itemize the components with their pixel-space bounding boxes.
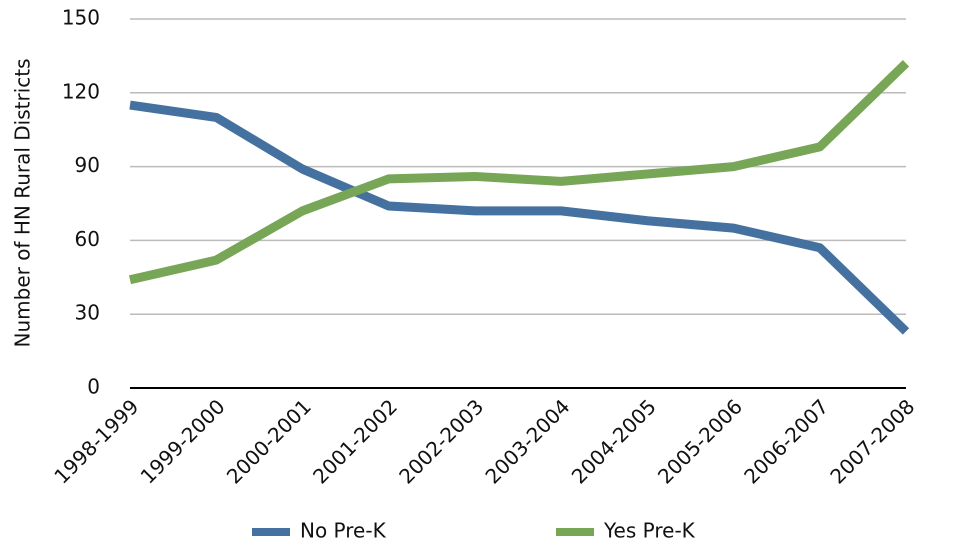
- x-tick-label: 2006-2007: [739, 394, 833, 488]
- y-tick-label: 30: [75, 301, 100, 325]
- y-tick-label: 60: [75, 227, 100, 251]
- y-axis-label: Number of HN Rural Districts: [11, 58, 35, 347]
- x-tick-label: 2000-2001: [222, 394, 316, 488]
- x-tick-label: 1998-1999: [49, 394, 143, 488]
- x-tick-label: 2004-2005: [567, 394, 661, 488]
- x-tick-label: 2002-2003: [394, 394, 488, 488]
- x-tick-label: 2007-2008: [825, 394, 919, 488]
- y-tick-label: 120: [62, 79, 100, 103]
- series-line: [128, 60, 910, 285]
- x-tick-label: 2003-2004: [480, 394, 574, 488]
- y-tick-label: 90: [75, 153, 100, 177]
- x-tick-label: 2005-2006: [653, 394, 747, 488]
- y-tick-label: 0: [87, 375, 100, 399]
- legend-label: No Pre-K: [300, 519, 387, 543]
- x-tick-label: 1999-2000: [136, 394, 230, 488]
- series-line: [129, 100, 910, 335]
- legend-label: Yes Pre-K: [603, 519, 696, 543]
- y-tick-label: 150: [62, 6, 100, 30]
- x-tick-label: 2001-2002: [308, 394, 402, 488]
